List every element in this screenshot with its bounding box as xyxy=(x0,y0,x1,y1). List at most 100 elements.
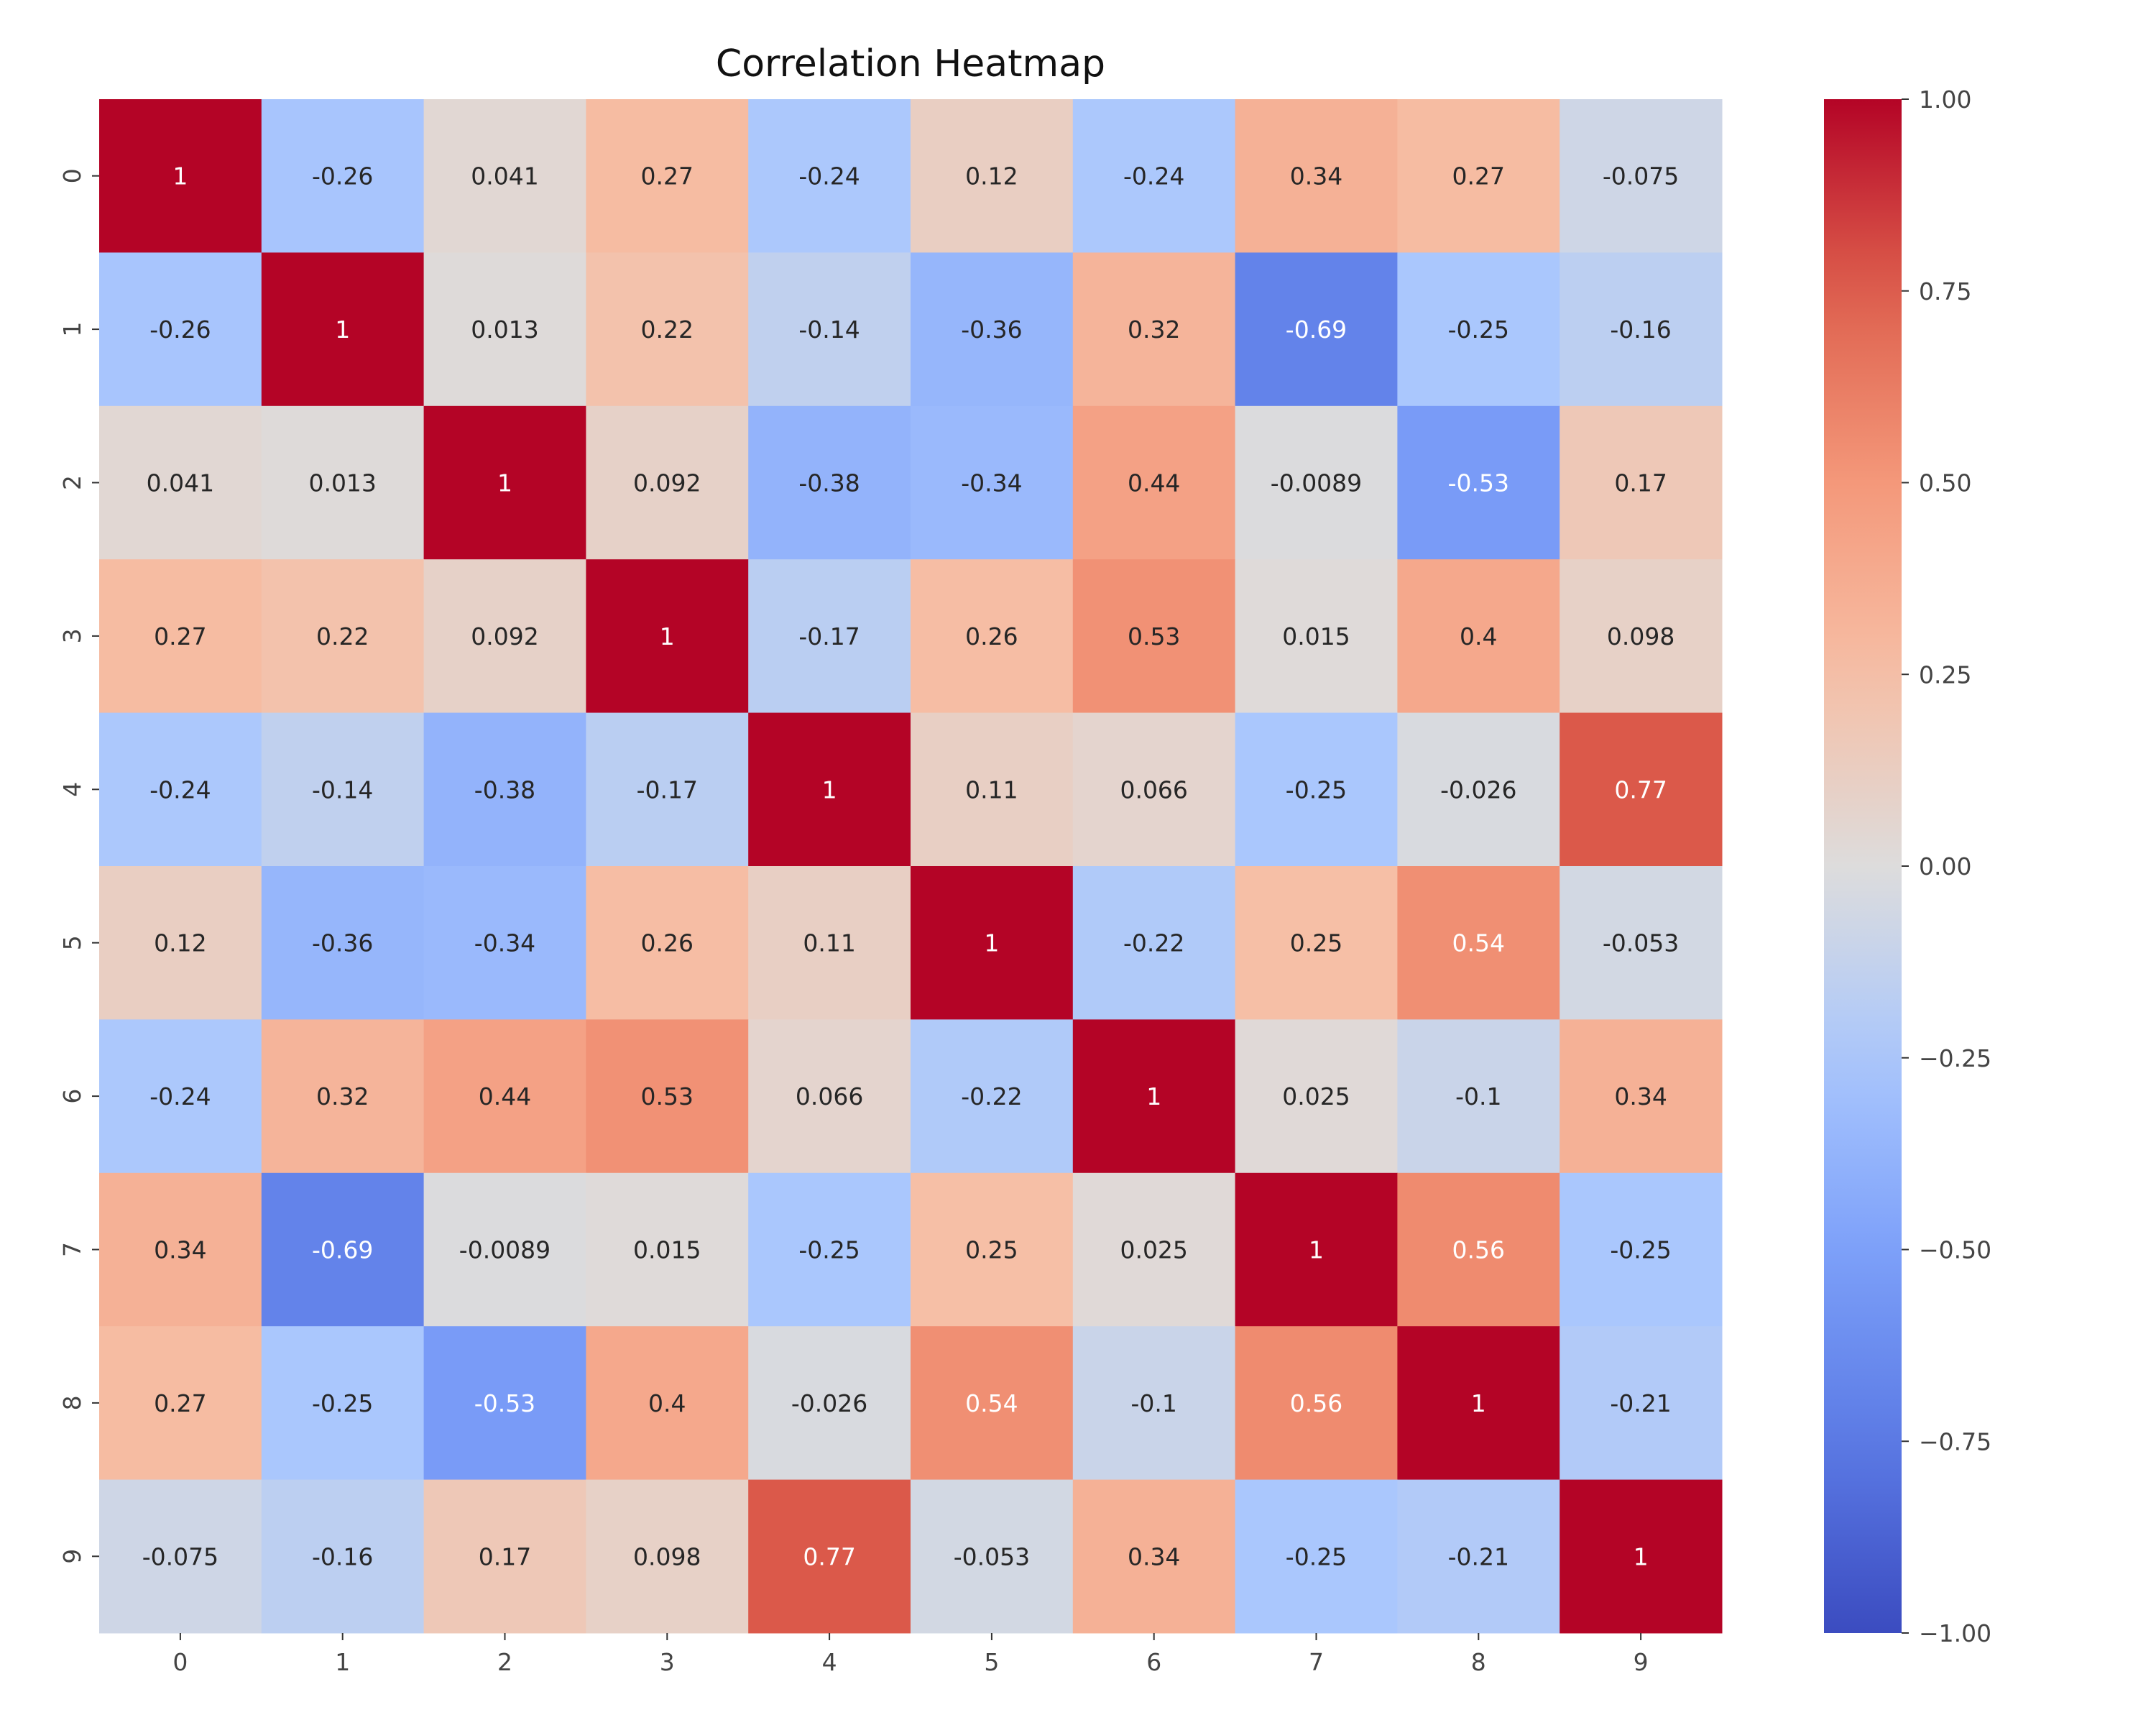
x-tick-label: 9 xyxy=(1634,1648,1649,1676)
heatmap-cell xyxy=(423,559,586,714)
cell-annotation: 0.092 xyxy=(471,622,538,650)
heatmap-cell xyxy=(423,1019,586,1174)
y-tick-label: 1 xyxy=(58,322,86,337)
y-tick-label: 3 xyxy=(58,628,86,643)
cell-annotation: -0.25 xyxy=(1610,1236,1671,1264)
colorbar xyxy=(1824,99,1902,1633)
cell-annotation: -0.21 xyxy=(1610,1389,1671,1417)
cell-annotation: 0.22 xyxy=(316,622,369,650)
cell-annotation: -0.22 xyxy=(1123,929,1184,957)
heatmap-cell xyxy=(1072,1019,1236,1174)
cell-annotation: 0.11 xyxy=(965,776,1018,804)
cell-annotation: -0.026 xyxy=(791,1389,867,1417)
cell-annotation: 0.22 xyxy=(641,316,694,344)
cell-annotation: -0.34 xyxy=(474,929,535,957)
heatmap-cell xyxy=(423,405,586,560)
heatmap-cell xyxy=(1397,1326,1560,1481)
heatmap-cell xyxy=(423,866,586,1020)
heatmap-cell xyxy=(1072,99,1236,253)
heatmap-cell xyxy=(261,1326,425,1481)
heatmap-cell xyxy=(261,1172,425,1327)
cell-annotation: 0.32 xyxy=(1128,316,1180,344)
cell-annotation: 0.17 xyxy=(1614,469,1667,497)
cell-annotation: 0.25 xyxy=(1290,929,1342,957)
y-tick-label: 5 xyxy=(58,935,86,950)
y-tick-label: 8 xyxy=(58,1395,86,1410)
cell-annotation: -0.1 xyxy=(1455,1082,1501,1110)
cell-annotation: -0.026 xyxy=(1440,776,1516,804)
cell-annotation: -0.053 xyxy=(954,1542,1030,1570)
cell-annotation: -0.36 xyxy=(961,316,1022,344)
cell-annotation: 1 xyxy=(1309,1236,1324,1264)
cell-annotation: 0.12 xyxy=(965,162,1018,190)
heatmap-cell xyxy=(99,405,262,560)
y-tick-label: 9 xyxy=(58,1549,86,1564)
heatmap-cell xyxy=(99,252,262,407)
cell-annotation: 0.53 xyxy=(641,1082,694,1110)
cell-annotation: -0.69 xyxy=(1286,316,1347,344)
colorbar-tick-label: 0.75 xyxy=(1919,277,1971,305)
heatmap-cell xyxy=(1235,1019,1398,1174)
colorbar-ticks: 1.00 0.75 0.50 0.25 0.00 −0.25 −0.50 −0.75 −1.00 xyxy=(1902,86,1991,1647)
heatmap-cell xyxy=(1235,866,1398,1020)
heatmap-cell xyxy=(586,405,749,560)
cell-annotation: 0.041 xyxy=(147,469,214,497)
cell-annotation: 0.44 xyxy=(1128,469,1180,497)
cell-annotation: 1 xyxy=(497,469,512,497)
x-tick-label: 5 xyxy=(984,1648,999,1676)
cell-annotation: 1 xyxy=(335,316,350,344)
heatmap-cell xyxy=(1560,866,1723,1020)
cell-annotation: 0.013 xyxy=(308,469,376,497)
cell-annotation: 1 xyxy=(1634,1542,1649,1570)
heatmap-cell xyxy=(748,866,911,1020)
cell-annotation: -0.16 xyxy=(312,1542,373,1570)
cell-annotation: 1 xyxy=(1146,1082,1161,1110)
cell-annotation: -0.25 xyxy=(1286,1542,1347,1570)
cell-annotation: -0.22 xyxy=(961,1082,1022,1110)
heatmap-cell xyxy=(423,1479,586,1634)
cell-annotation: -0.24 xyxy=(149,1082,211,1110)
heatmap-cell xyxy=(1560,1172,1723,1327)
cell-annotation: 0.56 xyxy=(1290,1389,1342,1417)
cell-annotation: 0.27 xyxy=(1452,162,1505,190)
cell-annotation: 0.34 xyxy=(154,1236,206,1264)
colorbar-tick-label: 0.00 xyxy=(1919,852,1971,880)
heatmap-cells: 1 -0.26 0.041 0.27 -0.24 0.12 -0.24 0.34 0.27 -0.… xyxy=(99,99,1723,1634)
x-tick-label: 0 xyxy=(172,1648,188,1676)
cell-annotation: 0.4 xyxy=(1460,622,1497,650)
cell-annotation: -0.075 xyxy=(1603,162,1679,190)
cell-annotation: 0.77 xyxy=(1614,776,1667,804)
heatmap-cell xyxy=(911,1172,1074,1327)
heatmap-cell xyxy=(1397,866,1560,1020)
y-tick-label: 0 xyxy=(58,168,86,183)
cell-annotation: 0.4 xyxy=(648,1389,686,1417)
heatmap-cell xyxy=(748,1326,911,1481)
cell-annotation: 0.54 xyxy=(1452,929,1505,957)
heatmap-cell xyxy=(911,405,1074,560)
y-tick-label: 4 xyxy=(58,782,86,797)
heatmap-cell xyxy=(99,1019,262,1174)
heatmap-cell xyxy=(1560,559,1723,714)
heatmap-cell xyxy=(748,1019,911,1174)
cell-annotation: 0.34 xyxy=(1128,1542,1180,1570)
cell-annotation: 0.53 xyxy=(1128,622,1180,650)
heatmap-cell xyxy=(911,1326,1074,1481)
cell-annotation: 1 xyxy=(984,929,999,957)
heatmap-cell xyxy=(99,1326,262,1481)
heatmap-cell xyxy=(99,866,262,1020)
cell-annotation: -0.1 xyxy=(1131,1389,1177,1417)
cell-annotation: 0.44 xyxy=(479,1082,531,1110)
heatmap-cell xyxy=(1235,99,1398,253)
cell-annotation: -0.34 xyxy=(961,469,1022,497)
cell-annotation: -0.053 xyxy=(1603,929,1679,957)
cell-annotation: 0.015 xyxy=(633,1236,701,1264)
cell-annotation: -0.26 xyxy=(312,162,373,190)
heatmap-cell xyxy=(1560,712,1723,867)
heatmap-cell xyxy=(423,252,586,407)
heatmap-cell xyxy=(1072,1479,1236,1634)
cell-annotation: -0.25 xyxy=(798,1236,860,1264)
cell-annotation: -0.38 xyxy=(474,776,535,804)
heatmap-cell xyxy=(748,559,911,714)
heatmap-cell xyxy=(586,712,749,867)
